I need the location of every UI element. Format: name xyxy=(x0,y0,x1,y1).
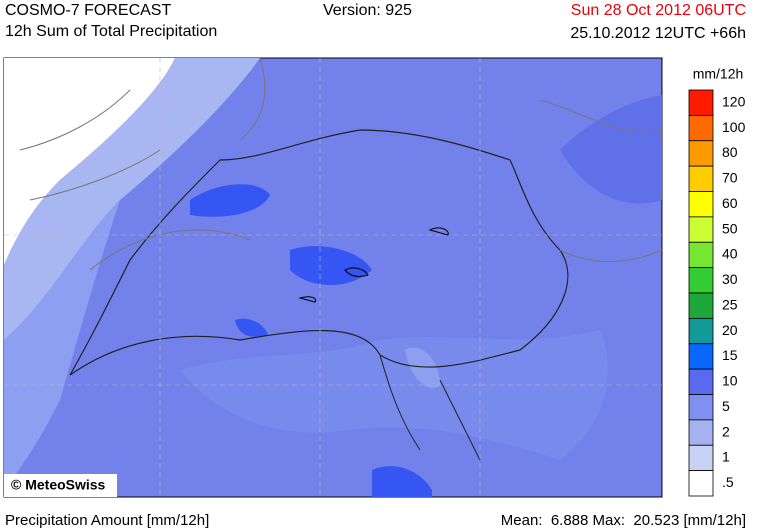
legend-label: 20 xyxy=(722,322,738,338)
legend-swatch xyxy=(688,394,714,421)
credit: © MeteoSwiss xyxy=(11,477,106,493)
legend-swatch xyxy=(688,216,714,243)
legend-label: 15 xyxy=(722,347,738,363)
dry-area xyxy=(4,58,175,265)
light-area xyxy=(4,200,120,490)
legend-unit: mm/12h xyxy=(693,66,744,82)
legend-swatch xyxy=(688,267,714,294)
legend-label: 2 xyxy=(722,423,730,439)
legend-swatch xyxy=(688,89,714,116)
border xyxy=(379,354,481,461)
legend-label: 80 xyxy=(722,144,738,160)
legend-swatch xyxy=(688,419,714,446)
legend-swatch xyxy=(688,317,714,345)
legend-swatch xyxy=(688,140,714,167)
footer-quantity: Precipitation Amount [mm/12h] xyxy=(5,512,210,529)
credit-box xyxy=(4,474,117,497)
legend-swatch xyxy=(688,343,714,370)
mean: 6.888 xyxy=(550,512,589,529)
legend-swatch xyxy=(688,191,714,218)
legend-label: 25 xyxy=(722,296,738,312)
legend-label: .5 xyxy=(722,474,734,490)
product: COSMO-7 FORECAST xyxy=(5,2,172,19)
legend-label: 60 xyxy=(722,195,738,211)
legend-label: 1 xyxy=(722,449,730,465)
subtitle: 12h Sum of Total Precipitation xyxy=(5,23,218,40)
legend-swatch xyxy=(688,368,714,395)
lake xyxy=(298,227,449,303)
max-label: Max: xyxy=(592,512,626,529)
legend-label: 40 xyxy=(722,246,738,262)
moderate-area xyxy=(180,330,608,460)
legend-swatch xyxy=(688,292,714,319)
mean-label: Mean: xyxy=(500,512,543,529)
legend-label: 10 xyxy=(722,373,738,389)
valid-time: Sun 28 Oct 2012 06UTC xyxy=(570,2,746,19)
wet-area xyxy=(560,95,662,204)
legend-label: 120 xyxy=(722,93,746,109)
wet-area xyxy=(235,318,268,337)
unit: [mm/12h] xyxy=(683,512,746,529)
max: 20.523 xyxy=(633,512,680,529)
footer-stats: Mean: 6.888 Max: 20.523 [mm/12h] xyxy=(501,512,746,529)
legend-swatch xyxy=(688,241,714,269)
wet-area xyxy=(372,466,432,497)
legend-label: 50 xyxy=(722,220,738,236)
legend-swatch xyxy=(688,444,714,472)
legend-swatch xyxy=(688,114,714,142)
run-time: 25.10.2012 12UTC +66h xyxy=(570,25,746,42)
legend-label: 30 xyxy=(722,271,738,287)
country-border xyxy=(69,129,569,376)
graticule xyxy=(4,58,662,497)
legend-swatch xyxy=(688,470,714,497)
legend-label: 100 xyxy=(722,119,746,135)
version: Version: 925 xyxy=(323,2,412,19)
legend-label: 5 xyxy=(722,398,730,414)
light-area xyxy=(4,58,260,340)
border xyxy=(19,57,663,271)
legend-label: 70 xyxy=(722,170,738,186)
legend-swatch xyxy=(688,165,714,192)
legend: 120 100 80 70 60 50 40 30 25 20 15 10 5 2 1 .5 xyxy=(688,89,746,497)
map: © MeteoSwiss xyxy=(3,57,663,498)
wet-area xyxy=(190,184,270,217)
